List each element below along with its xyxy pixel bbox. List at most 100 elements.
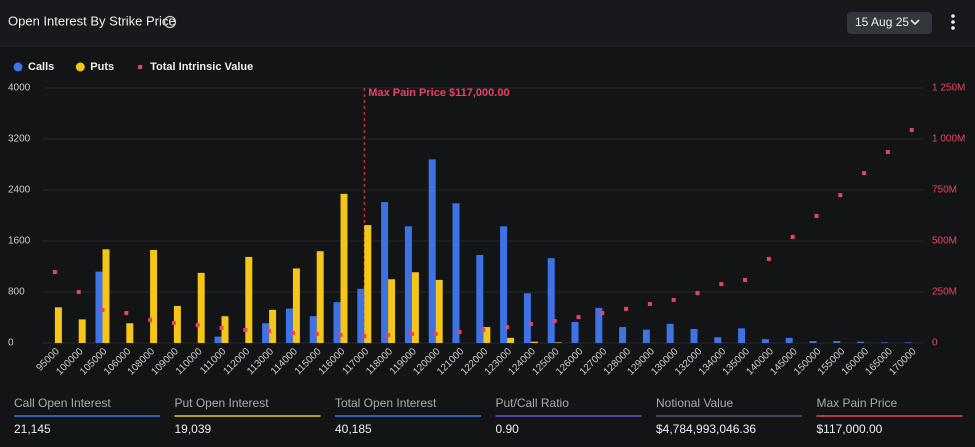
y2-tick-label: 250M	[932, 287, 957, 298]
bar	[388, 279, 396, 343]
y2-tick-label: 1 250M	[932, 83, 965, 94]
intrinsic-point	[624, 306, 629, 311]
intrinsic-point	[124, 311, 129, 316]
intrinsic-point	[195, 323, 200, 328]
bar	[214, 336, 222, 343]
legend-marker[interactable]	[13, 62, 23, 72]
header-bar	[0, 0, 975, 46]
intrinsic-point	[314, 332, 319, 337]
stat-value: 40,185	[335, 422, 372, 436]
bar	[476, 255, 484, 343]
intrinsic-point	[338, 333, 343, 338]
intrinsic-point	[814, 213, 819, 218]
intrinsic-point	[552, 318, 557, 323]
stat-label: Notional Value	[656, 396, 733, 410]
stat-label: Max Pain Price	[817, 396, 898, 410]
legend-label[interactable]: Puts	[90, 61, 114, 73]
bar	[547, 258, 555, 343]
bar	[381, 202, 389, 343]
bar	[571, 321, 579, 343]
bar	[269, 309, 277, 343]
legend-marker[interactable]	[138, 65, 143, 69]
bar	[316, 251, 324, 343]
stat-value: $117,000.00	[817, 422, 883, 436]
intrinsic-point	[457, 329, 462, 334]
bar	[642, 329, 650, 343]
legend-label[interactable]: Calls	[28, 61, 54, 73]
bar	[364, 225, 372, 343]
bar	[833, 341, 841, 343]
bar	[500, 226, 508, 343]
stat-label: Put Open Interest	[175, 396, 270, 410]
y-tick-label: 1600	[8, 236, 31, 247]
bar	[411, 272, 419, 343]
intrinsic-point	[100, 307, 105, 312]
y2-tick-label: 0	[932, 338, 938, 349]
intrinsic-point	[719, 282, 724, 287]
menu-button[interactable]	[951, 14, 955, 30]
intrinsic-point	[743, 277, 748, 282]
bar	[262, 323, 270, 343]
stat-label: Total Open Interest	[335, 396, 437, 410]
intrinsic-point	[243, 327, 248, 332]
bar	[404, 226, 412, 343]
bar	[173, 306, 181, 343]
intrinsic-point	[505, 325, 510, 330]
intrinsic-point	[267, 328, 272, 333]
stat-label: Call Open Interest	[14, 396, 111, 410]
bar	[904, 342, 912, 343]
bar	[357, 288, 365, 343]
date-text[interactable]: 15 Aug 25	[855, 15, 909, 29]
bar	[428, 159, 436, 343]
bar	[523, 293, 531, 343]
intrinsic-point	[838, 193, 843, 198]
bar	[761, 339, 769, 343]
bar	[340, 193, 348, 343]
y2-tick-label: 500M	[932, 236, 957, 247]
bar	[54, 307, 62, 343]
bar	[554, 342, 562, 343]
intrinsic-point	[219, 325, 224, 330]
bar	[78, 319, 86, 343]
bar	[809, 341, 817, 343]
bar	[309, 316, 317, 343]
bar	[880, 342, 888, 343]
intrinsic-point	[862, 171, 867, 176]
bar	[738, 328, 746, 343]
bar	[690, 328, 698, 343]
bar	[435, 279, 443, 343]
legend-marker[interactable]	[75, 62, 85, 72]
y-tick-label: 0	[8, 338, 14, 349]
intrinsic-point	[409, 332, 414, 337]
intrinsic-point	[671, 297, 676, 302]
y2-tick-label: 750M	[932, 185, 957, 196]
bar	[292, 268, 300, 343]
intrinsic-point	[695, 291, 700, 296]
info-icon[interactable]	[163, 15, 177, 29]
legend-label[interactable]: Total Intrinsic Value	[150, 61, 253, 73]
bar	[483, 327, 491, 343]
intrinsic-point	[600, 311, 605, 316]
intrinsic-point	[148, 317, 153, 322]
intrinsic-point	[171, 321, 176, 326]
intrinsic-point	[433, 332, 438, 337]
intrinsic-point	[386, 333, 391, 338]
intrinsic-point	[481, 327, 486, 332]
intrinsic-point	[885, 150, 890, 155]
stat-label: Put/Call Ratio	[496, 396, 570, 410]
bar	[857, 341, 865, 343]
intrinsic-point	[790, 234, 795, 239]
bar	[619, 327, 627, 343]
stat-value: 0.90	[496, 422, 520, 436]
bar	[666, 323, 674, 343]
intrinsic-point	[290, 331, 295, 336]
intrinsic-point	[647, 302, 652, 307]
bar	[595, 307, 603, 343]
bar	[245, 256, 253, 343]
bar	[714, 337, 722, 343]
bar	[785, 337, 793, 343]
date-selector[interactable]: 15 Aug 25	[847, 12, 932, 34]
stat-value: $4,784,993,046.36	[656, 422, 756, 436]
stat-value: 21,145	[14, 422, 51, 436]
